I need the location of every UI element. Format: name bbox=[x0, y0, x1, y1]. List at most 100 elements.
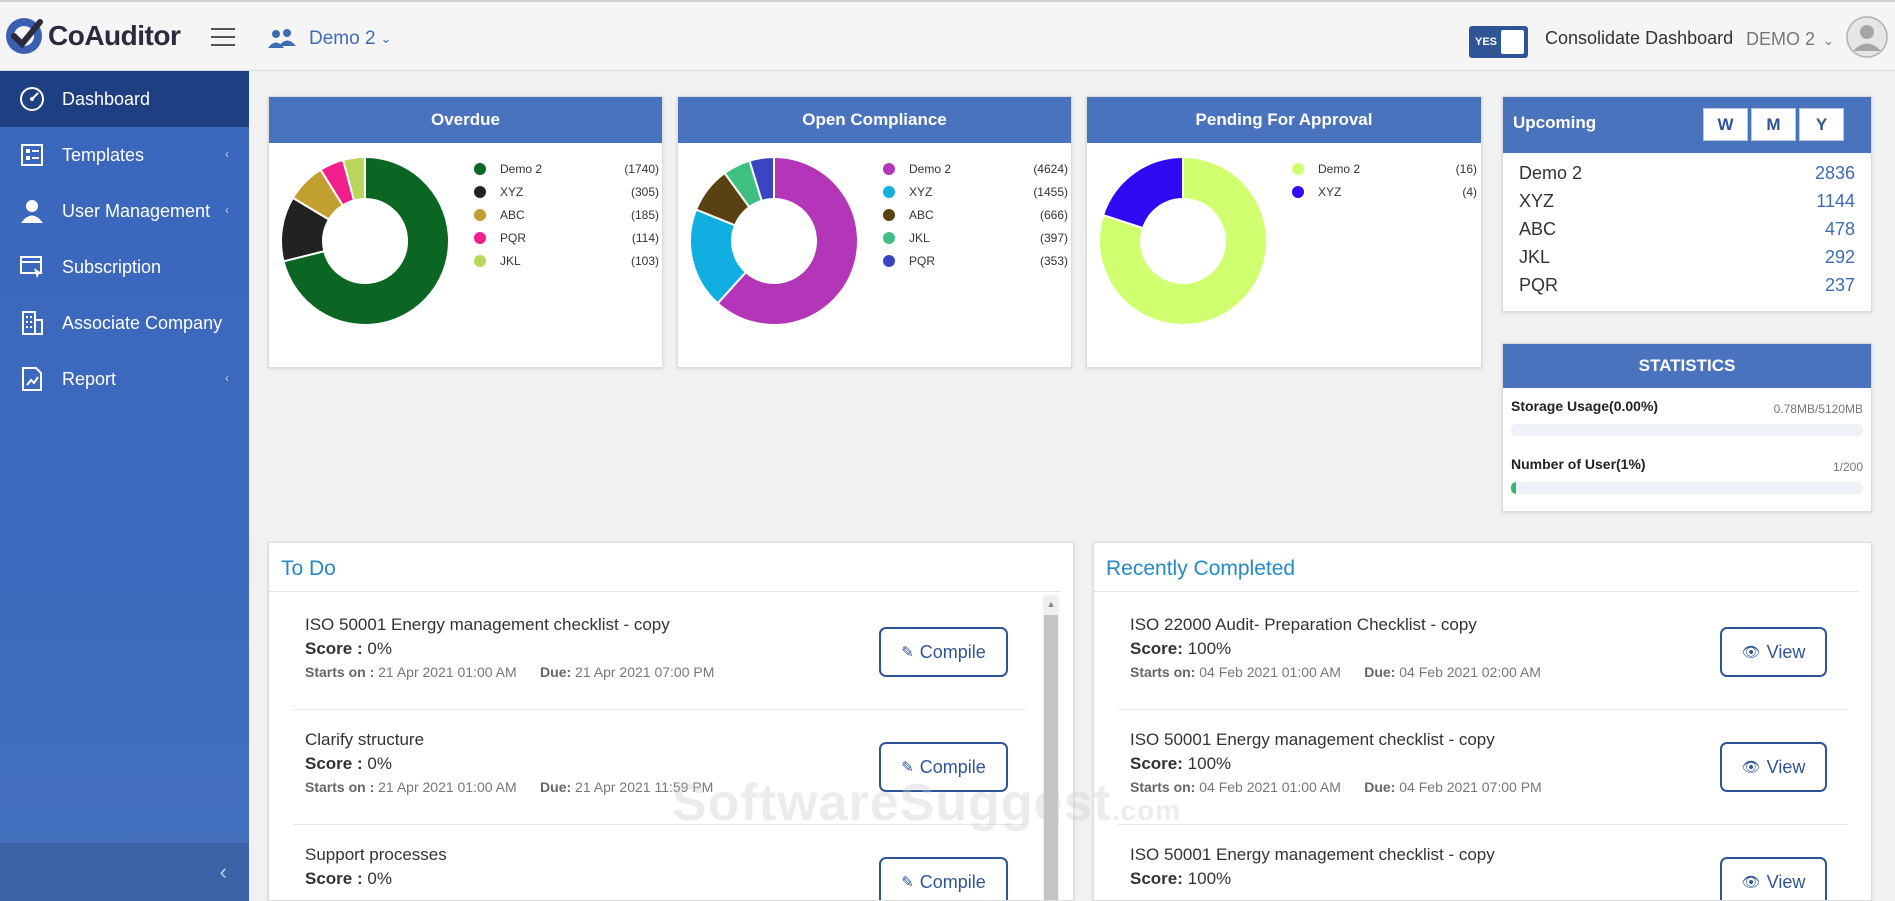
starts-label: Starts on: bbox=[1130, 779, 1196, 795]
sidebar-item-subscription[interactable]: Subscription bbox=[0, 239, 249, 295]
donut-slice-demo-2[interactable] bbox=[282, 157, 449, 325]
todo-item: Clarify structure Score : 0% Starts on :… bbox=[293, 710, 1025, 825]
legend-value: (16) bbox=[1455, 161, 1477, 176]
legend-value: (103) bbox=[630, 253, 659, 268]
sidebar-item-user-management[interactable]: User Management ‹ bbox=[0, 183, 249, 239]
users-label: Number of User(1%) bbox=[1511, 456, 1646, 472]
upcoming-row[interactable]: JKL 292 bbox=[1503, 243, 1871, 271]
due-value: 21 Apr 2021 11:59 PM bbox=[575, 779, 714, 795]
overdue-card: Overdue Demo 2 (1740) XYZ (305) ABC (185) P… bbox=[268, 96, 663, 368]
upcoming-row[interactable]: ABC 478 bbox=[1503, 215, 1871, 243]
user-icon bbox=[18, 197, 46, 225]
score-label: Score : bbox=[305, 869, 363, 888]
legend-swatch bbox=[474, 231, 486, 244]
donut-slice-demo-2[interactable] bbox=[716, 157, 858, 325]
legend-swatch bbox=[883, 231, 895, 244]
chevron-left-icon: ‹ bbox=[225, 371, 229, 385]
upcoming-header: Upcoming W M Y bbox=[1503, 97, 1871, 153]
legend-value: (1740) bbox=[624, 161, 659, 176]
card-title: Pending For Approval bbox=[1087, 97, 1481, 143]
legend-value: (4624) bbox=[1033, 161, 1068, 176]
upcoming-row[interactable]: XYZ 1144 bbox=[1503, 187, 1871, 215]
consolidate-toggle[interactable]: YES bbox=[1469, 26, 1528, 58]
donut-slice-xyz[interactable] bbox=[1101, 157, 1184, 230]
due-label: Due: bbox=[1364, 664, 1396, 680]
legend-label: JKL bbox=[909, 230, 930, 245]
company-selector[interactable]: Demo 2 ⌄ bbox=[267, 28, 391, 50]
count: 478 bbox=[1824, 218, 1855, 239]
sidebar-footer: ‹ bbox=[0, 843, 249, 901]
task-dates: Starts on: 04 Feb 2021 01:00 AM Due: 04 … bbox=[1130, 664, 1541, 680]
count: 1144 bbox=[1816, 190, 1855, 211]
user-company-selector[interactable]: DEMO 2 ⌄ bbox=[1746, 29, 1834, 50]
due-label: Due: bbox=[1364, 779, 1396, 795]
sidebar-item-dashboard[interactable]: Dashboard bbox=[0, 71, 249, 127]
score-value: 0% bbox=[367, 869, 392, 888]
starts-label: Starts on: bbox=[1130, 664, 1196, 680]
collapse-sidebar-icon[interactable]: ‹ bbox=[219, 859, 227, 884]
legend-value: (185) bbox=[630, 207, 659, 222]
sidebar: Dashboard Templates ‹ User Management ‹ … bbox=[0, 71, 249, 901]
legend-value: (4) bbox=[1462, 184, 1477, 199]
legend-item: XYZ (1455) bbox=[883, 180, 1068, 203]
app-logo[interactable]: CoAuditor bbox=[4, 16, 181, 56]
toggle-label: YES bbox=[1475, 36, 1498, 48]
legend-item: ABC (185) bbox=[474, 203, 659, 226]
view-button[interactable]: 👁 View bbox=[1720, 742, 1827, 792]
compile-button[interactable]: ✎ Compile bbox=[879, 857, 1008, 900]
legend-label: XYZ bbox=[1318, 184, 1342, 199]
upcoming-row[interactable]: Demo 2 2836 bbox=[1503, 159, 1871, 187]
legend-item: XYZ (4) bbox=[1292, 180, 1477, 203]
storage-progress-bar bbox=[1511, 424, 1863, 436]
legend-value: (305) bbox=[630, 184, 659, 199]
upcoming-title: Upcoming bbox=[1513, 113, 1597, 132]
view-button[interactable]: 👁 View bbox=[1720, 857, 1827, 900]
storage-value: 0.78MB/5120MB bbox=[1773, 402, 1863, 416]
compile-button[interactable]: ✎ Compile bbox=[879, 742, 1008, 792]
edit-icon: ✎ bbox=[901, 759, 914, 776]
month-button[interactable]: M bbox=[1751, 108, 1796, 141]
donut-slice-jkl[interactable] bbox=[341, 157, 366, 202]
count: 2836 bbox=[1814, 162, 1855, 183]
chevron-down-icon: ⌄ bbox=[380, 31, 392, 46]
legend-item: Demo 2 (1740) bbox=[474, 157, 659, 180]
todo-scrollbar[interactable]: ▲ bbox=[1043, 595, 1059, 900]
sidebar-item-report[interactable]: Report ‹ bbox=[0, 351, 249, 407]
task-score: Score: 100% bbox=[1130, 639, 1231, 659]
sidebar-item-templates[interactable]: Templates ‹ bbox=[0, 127, 249, 183]
legend-item: Demo 2 (4624) bbox=[883, 157, 1068, 180]
legend-swatch bbox=[883, 162, 895, 175]
view-button[interactable]: 👁 View bbox=[1720, 627, 1827, 677]
compile-button[interactable]: ✎ Compile bbox=[879, 627, 1008, 677]
company-name: Demo 2 bbox=[1519, 162, 1583, 183]
donut-slice-pqr[interactable] bbox=[748, 157, 775, 203]
count: 237 bbox=[1824, 274, 1855, 295]
donut-slice-demo-2[interactable] bbox=[1099, 157, 1267, 325]
task-score: Score: 100% bbox=[1130, 869, 1231, 889]
completed-item: ISO 22000 Audit- Preparation Checklist -… bbox=[1118, 595, 1848, 710]
task-title: Clarify structure bbox=[305, 730, 425, 749]
scroll-up-icon[interactable]: ▲ bbox=[1046, 599, 1056, 609]
due-label: Due: bbox=[540, 779, 572, 795]
legend-item: JKL (397) bbox=[883, 226, 1068, 249]
year-button[interactable]: Y bbox=[1799, 108, 1844, 141]
sidebar-item-label: Dashboard bbox=[62, 88, 151, 109]
todo-panel: To Do ISO 50001 Energy management checkl… bbox=[268, 542, 1074, 901]
user-count: Number of User(1%) 1/200 bbox=[1503, 456, 1871, 494]
company-name: JKL bbox=[1519, 246, 1551, 267]
menu-toggle-icon[interactable] bbox=[211, 28, 235, 48]
company-name: PQR bbox=[1519, 274, 1559, 295]
users-progress-fill bbox=[1511, 482, 1517, 494]
starts-label: Starts on : bbox=[305, 664, 375, 680]
todo-title: To Do bbox=[269, 543, 1061, 592]
avatar[interactable] bbox=[1846, 16, 1888, 58]
chart-legend: Demo 2 (4624) XYZ (1455) ABC (666) JKL (397)… bbox=[883, 157, 1068, 272]
legend-label: Demo 2 bbox=[1318, 161, 1361, 176]
scroll-thumb[interactable] bbox=[1044, 615, 1058, 900]
sidebar-item-associate-company[interactable]: Associate Company bbox=[0, 295, 249, 351]
due-value: 21 Apr 2021 07:00 PM bbox=[575, 664, 715, 680]
toggle-knob bbox=[1501, 30, 1524, 54]
upcoming-row[interactable]: PQR 237 bbox=[1503, 271, 1871, 299]
task-title: ISO 50001 Energy management checklist - … bbox=[1130, 730, 1495, 749]
week-button[interactable]: W bbox=[1703, 108, 1748, 141]
